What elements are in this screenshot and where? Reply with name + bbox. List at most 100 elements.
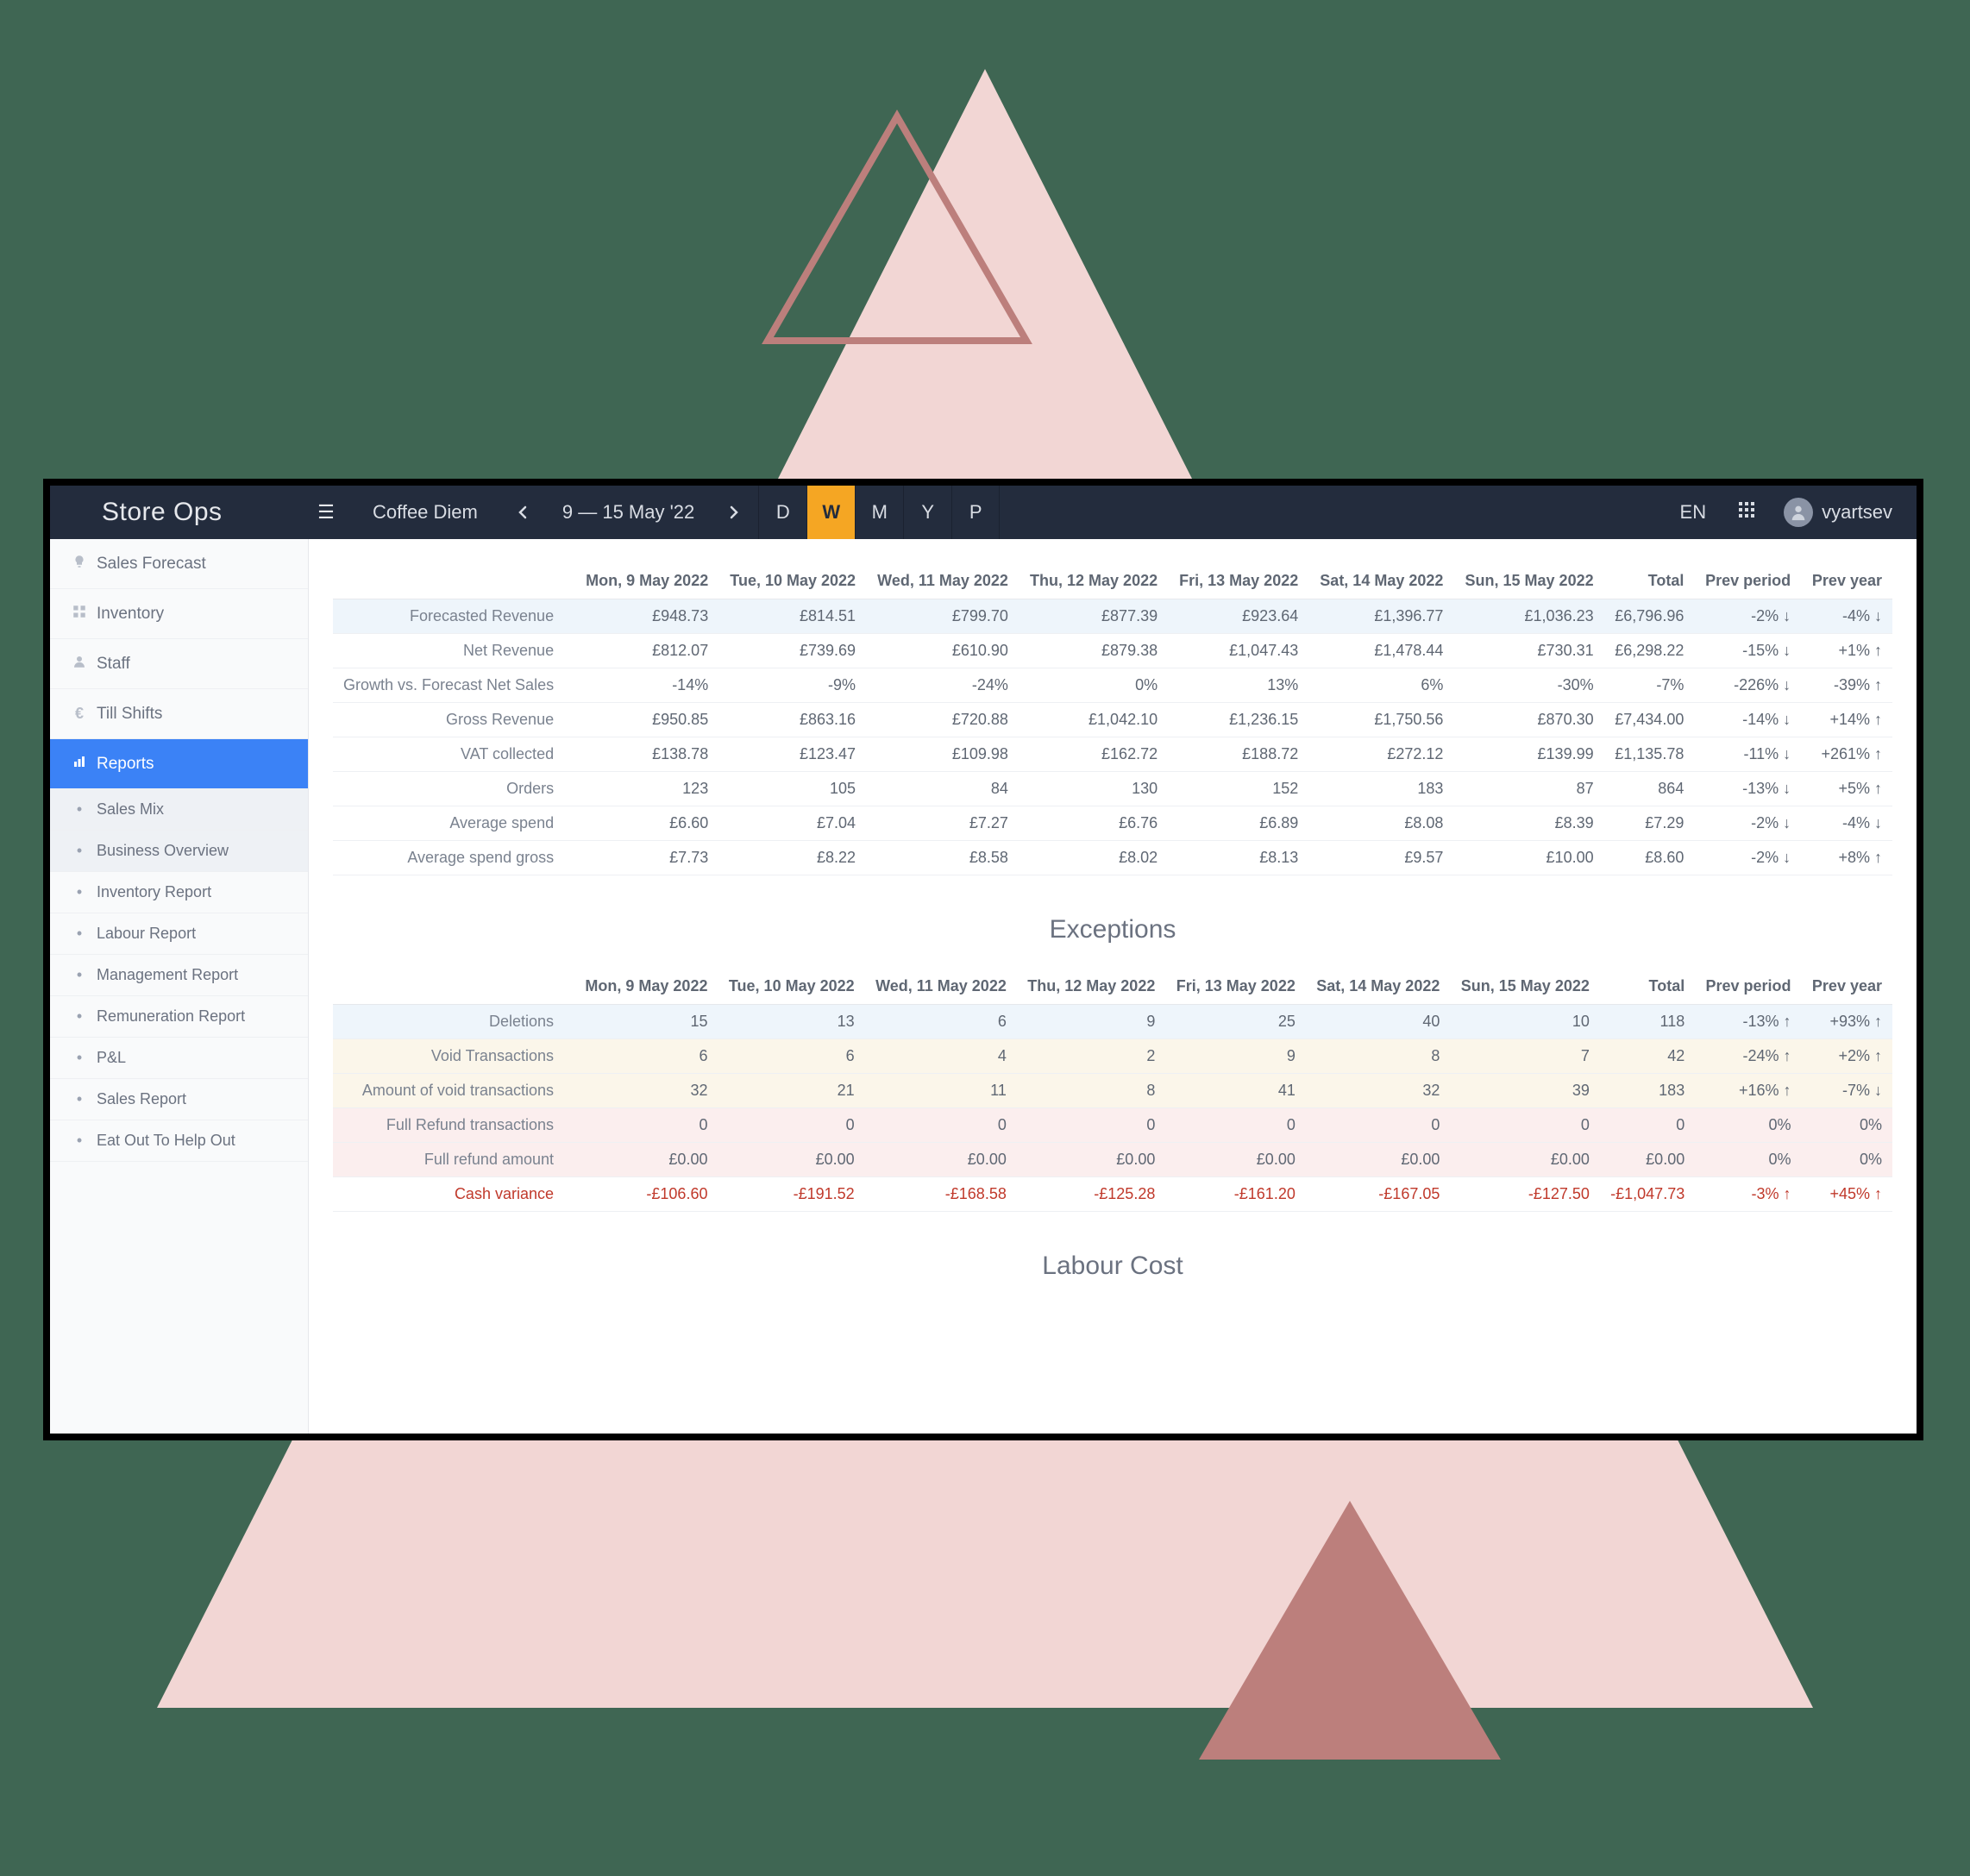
labour-cost-heading: Labour Cost [333,1252,1892,1281]
cell: £720.88 [866,703,1019,737]
cell: £1,478.44 [1308,634,1453,668]
cell: 152 [1168,772,1308,806]
table-row: Growth vs. Forecast Net Sales-14%-9%-24%… [333,668,1892,703]
row-label: Average spend [333,806,574,841]
sidebar-subitem-management-report[interactable]: •Management Report [50,955,308,996]
cell: -£167.05 [1306,1177,1451,1212]
sidebar-subitem-inventory-report[interactable]: •Inventory Report [50,872,308,913]
row-label: Void Transactions [333,1039,574,1074]
cell: 0 [1600,1108,1695,1143]
period-button-p[interactable]: P [951,486,1000,539]
cell: -3% ↑ [1695,1177,1801,1212]
cell: 0 [1450,1108,1600,1143]
cell: -13% ↓ [1694,772,1801,806]
decor-triangle-small [1199,1501,1501,1760]
cell: £950.85 [574,703,718,737]
sidebar-item-till-shifts[interactable]: €Till Shifts [50,689,308,739]
sidebar-subitem-eat-out-to-help-out[interactable]: •Eat Out To Help Out [50,1120,308,1162]
cell: -39% ↑ [1801,668,1892,703]
cell: 6 [718,1039,864,1074]
cell: £923.64 [1168,599,1308,634]
cell: £870.30 [1453,703,1603,737]
sidebar-subitem-sales-report[interactable]: •Sales Report [50,1079,308,1120]
row-label: Orders [333,772,574,806]
sidebar-subitem-label: Sales Report [97,1090,186,1108]
sidebar-item-sales-forecast[interactable]: Sales Forecast [50,539,308,589]
cell: -£161.20 [1165,1177,1306,1212]
cell: 0 [574,1108,718,1143]
table-row: Average spend£6.60£7.04£7.27£6.76£6.89£8… [333,806,1892,841]
apps-grid-icon[interactable] [1725,501,1768,524]
cell: +14% ↑ [1801,703,1892,737]
column-header: Tue, 10 May 2022 [718,563,866,599]
cell: £0.00 [1600,1143,1695,1177]
cell: £6,796.96 [1604,599,1695,634]
column-header: Total [1600,969,1695,1005]
sidebar-subitem-remuneration-report[interactable]: •Remuneration Report [50,996,308,1038]
cell: £109.98 [866,737,1019,772]
cell: £6.60 [574,806,718,841]
content-area: Mon, 9 May 2022Tue, 10 May 2022Wed, 11 M… [309,539,1917,1434]
table-row: Deletions151369254010118-13% ↑+93% ↑ [333,1005,1892,1039]
cell: £6,298.22 [1604,634,1695,668]
table-row: Cash variance-£106.60-£191.52-£168.58-£1… [333,1177,1892,1212]
sidebar-item-inventory[interactable]: Inventory [50,589,308,639]
sidebar-subitem-labour-report[interactable]: •Labour Report [50,913,308,955]
cell: £0.00 [865,1143,1017,1177]
user-avatar-icon[interactable] [1784,498,1813,527]
language-selector[interactable]: EN [1661,501,1726,524]
period-button-w[interactable]: W [806,486,855,539]
row-label: Amount of void transactions [333,1074,574,1108]
sidebar-subitem-p-l[interactable]: •P&L [50,1038,308,1079]
period-button-y[interactable]: Y [903,486,951,539]
column-header: Prev period [1694,563,1801,599]
euro-icon: € [62,705,97,723]
sidebar-item-reports[interactable]: Reports [50,739,308,789]
exceptions-table: Mon, 9 May 2022Tue, 10 May 2022Wed, 11 M… [333,969,1892,1212]
cell: -7% ↓ [1802,1074,1892,1108]
sidebar-subitem-sales-mix[interactable]: •Sales Mix [50,789,308,831]
column-header: Wed, 11 May 2022 [865,969,1017,1005]
table-row: Gross Revenue£950.85£863.16£720.88£1,042… [333,703,1892,737]
cell: £0.00 [1306,1143,1451,1177]
cell: 2 [1017,1039,1166,1074]
prev-period-button[interactable] [499,486,547,539]
username-label[interactable]: vyartsev [1822,501,1917,524]
period-button-m[interactable]: M [855,486,903,539]
cell: £730.31 [1453,634,1603,668]
sidebar-item-label: Till Shifts [97,705,162,724]
cell: £7.73 [574,841,718,875]
cell: 183 [1600,1074,1695,1108]
sidebar-subitem-label: Sales Mix [97,800,164,819]
cell: -4% ↓ [1801,806,1892,841]
cell: £1,047.43 [1168,634,1308,668]
cell: 0% [1802,1108,1892,1143]
sidebar-subitem-business-overview[interactable]: •Business Overview [50,831,308,872]
cell: £9.57 [1308,841,1453,875]
sidebar: Sales ForecastInventoryStaff€Till Shifts… [50,539,309,1434]
store-selector[interactable]: Coffee Diem [352,501,499,524]
column-header: Tue, 10 May 2022 [718,969,864,1005]
cell: £0.00 [574,1143,718,1177]
sidebar-subitem-label: Labour Report [97,925,196,943]
sidebar-item-staff[interactable]: Staff [50,639,308,689]
next-period-button[interactable] [710,486,758,539]
column-header: Mon, 9 May 2022 [574,563,718,599]
cell: 0% [1802,1143,1892,1177]
grid-icon [62,604,97,624]
cell: 10 [1450,1005,1600,1039]
period-button-d[interactable]: D [758,486,806,539]
cell: 0 [865,1108,1017,1143]
menu-toggle-icon[interactable]: ☰ [300,501,352,524]
body: Sales ForecastInventoryStaff€Till Shifts… [50,539,1917,1434]
cell: £0.00 [1450,1143,1600,1177]
cell: 87 [1453,772,1603,806]
cell: 21 [718,1074,864,1108]
cell: +2% ↑ [1802,1039,1892,1074]
column-header: Sat, 14 May 2022 [1308,563,1453,599]
sidebar-subitem-label: P&L [97,1049,126,1067]
cell: £0.00 [1165,1143,1306,1177]
bullet-icon: • [62,1090,97,1108]
cell: -£125.28 [1017,1177,1166,1212]
date-range-label[interactable]: 9 — 15 May '22 [547,501,710,524]
